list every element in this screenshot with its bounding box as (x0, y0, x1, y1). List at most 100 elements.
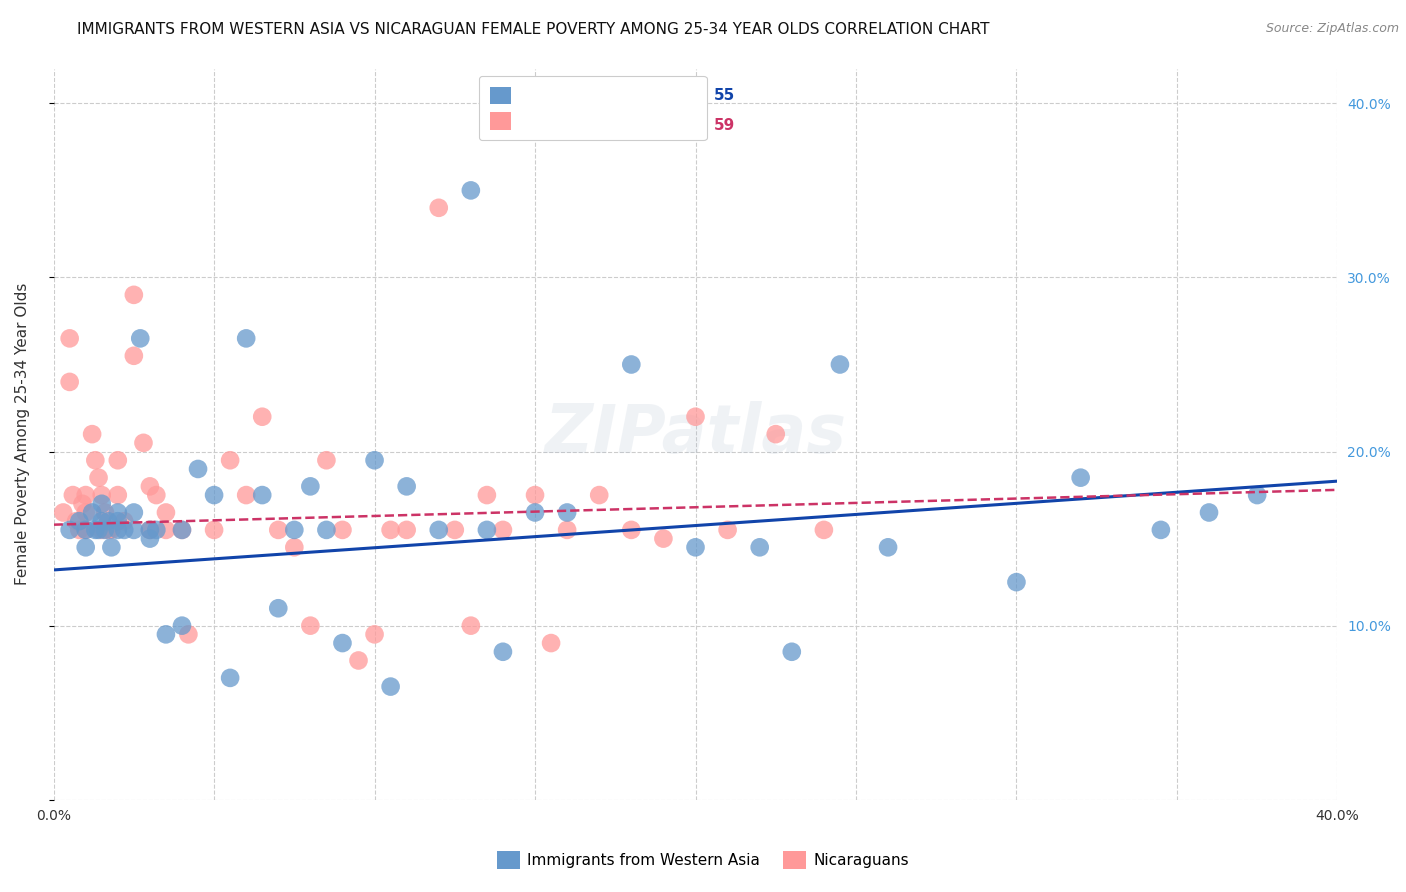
Text: R =: R = (517, 119, 551, 134)
Point (877, 541, 900, 555)
Text: ZIPatlas: ZIPatlas (544, 401, 846, 467)
Point (87, 523, 110, 537)
Point (90, 497, 112, 511)
Point (765, 427, 787, 442)
Point (67, 514, 90, 528)
Point (363, 453, 385, 467)
Point (72, 497, 94, 511)
Text: N =: N = (657, 88, 700, 103)
Point (828, 358, 851, 372)
Point (187, 462, 209, 476)
Point (82, 427, 104, 442)
Point (129, 331, 152, 345)
Point (75, 506, 97, 520)
Point (107, 488, 129, 502)
Point (122, 349, 145, 363)
Point (122, 506, 145, 520)
Text: 55: 55 (714, 88, 735, 103)
Point (813, 523, 835, 537)
Point (475, 523, 498, 537)
Point (170, 523, 193, 537)
Point (112, 523, 135, 537)
Legend:                                     ,                                     : , (479, 76, 707, 140)
Point (460, 618, 482, 632)
Point (1070, 470, 1092, 484)
Point (170, 523, 193, 537)
Point (155, 523, 177, 537)
Point (107, 453, 129, 467)
Point (252, 488, 274, 502)
Point (555, 506, 578, 520)
Point (75, 541, 97, 555)
Point (139, 479, 162, 493)
Point (492, 645, 515, 659)
Text: Source: ZipAtlas.com: Source: ZipAtlas.com (1265, 22, 1399, 36)
Point (283, 523, 305, 537)
Point (107, 514, 129, 528)
Point (122, 288, 145, 302)
Point (202, 488, 225, 502)
Point (524, 488, 547, 502)
Point (139, 523, 162, 537)
Point (75, 523, 97, 537)
Point (685, 409, 707, 424)
Point (780, 645, 803, 659)
Point (252, 409, 274, 424)
Point (107, 506, 129, 520)
Point (59, 375, 82, 389)
Point (315, 453, 337, 467)
Text: 0.210: 0.210 (572, 88, 620, 103)
Point (122, 523, 145, 537)
Point (90, 488, 112, 502)
Point (1005, 575, 1028, 590)
Point (59, 331, 82, 345)
Point (100, 523, 122, 537)
Point (155, 506, 177, 520)
Point (84, 523, 107, 537)
Point (75, 488, 97, 502)
Text: 59: 59 (714, 119, 735, 134)
Point (588, 488, 610, 502)
Point (219, 671, 242, 685)
Point (170, 618, 193, 632)
Point (299, 479, 322, 493)
Point (748, 541, 770, 555)
Point (652, 532, 675, 546)
Point (84, 453, 107, 467)
Point (59, 523, 82, 537)
Point (52, 506, 75, 520)
Point (132, 435, 155, 450)
Point (492, 523, 515, 537)
Point (380, 680, 402, 694)
Point (94, 506, 117, 520)
Point (380, 523, 402, 537)
Point (139, 532, 162, 546)
Point (97, 523, 120, 537)
Point (299, 618, 322, 632)
Point (87, 470, 110, 484)
Point (219, 453, 242, 467)
Point (82, 506, 104, 520)
Point (65, 514, 87, 528)
Point (94, 523, 117, 537)
Point (155, 627, 177, 641)
Point (267, 523, 290, 537)
Point (177, 627, 200, 641)
Text: 0.174: 0.174 (572, 119, 620, 134)
Point (145, 488, 167, 502)
Point (267, 601, 290, 615)
Y-axis label: Female Poverty Among 25-34 Year Olds: Female Poverty Among 25-34 Year Olds (15, 283, 30, 585)
Point (145, 523, 167, 537)
Point (524, 506, 547, 520)
Text: IMMIGRANTS FROM WESTERN ASIA VS NICARAGUAN FEMALE POVERTY AMONG 25-34 YEAR OLDS : IMMIGRANTS FROM WESTERN ASIA VS NICARAGU… (77, 22, 990, 37)
Point (332, 523, 354, 537)
Point (1198, 506, 1220, 520)
Point (620, 358, 643, 372)
Point (332, 636, 354, 650)
Point (395, 479, 418, 493)
Point (395, 523, 418, 537)
Point (540, 636, 562, 650)
Point (90, 514, 112, 528)
Point (235, 331, 257, 345)
Point (363, 627, 385, 641)
